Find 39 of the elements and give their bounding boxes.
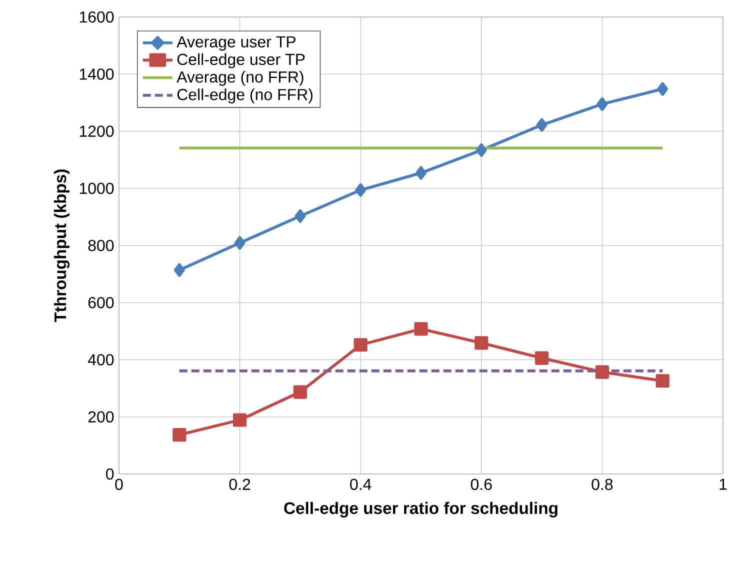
point — [657, 82, 668, 96]
y-tick-label: 400 — [88, 354, 114, 366]
point — [596, 97, 608, 111]
point — [174, 263, 185, 277]
point — [234, 236, 246, 250]
x-tick-label: 0.6 — [470, 478, 492, 490]
y-tick-label: 1600 — [80, 11, 114, 23]
x-tick-label: 1 — [720, 478, 727, 490]
x-tick-label: 0.8 — [592, 478, 613, 490]
point — [534, 351, 549, 365]
legend-label: Average (no FFR) — [176, 70, 304, 86]
x-tick-label: 0.4 — [350, 478, 372, 490]
point — [416, 166, 426, 180]
point — [476, 143, 487, 157]
y-tick-label: 1000 — [80, 182, 114, 194]
x-tick-label: 0.2 — [229, 478, 250, 490]
y-tick-label: 800 — [88, 240, 114, 252]
point — [595, 365, 609, 379]
y-axis-title: Tthroughput (kbps) — [54, 169, 70, 322]
point — [656, 374, 670, 388]
y-tick-label: 1200 — [80, 126, 114, 137]
x-axis-title: Cell-edge user ratio for scheduling — [284, 502, 558, 518]
point — [355, 183, 366, 197]
point — [474, 336, 488, 350]
legend-label: Cell-edge user TP — [177, 53, 305, 68]
y-tick-label: 200 — [88, 411, 114, 423]
legend-label: Average user TP — [176, 36, 296, 51]
point — [536, 118, 548, 132]
y-tick-label: 0 — [106, 468, 114, 480]
legend-label: Cell-edge (no FFR) — [177, 88, 312, 104]
point — [233, 413, 247, 427]
x-tick-label: 0 — [115, 478, 123, 490]
point — [293, 385, 308, 399]
y-tick-label: 600 — [88, 296, 114, 308]
point — [294, 209, 306, 223]
point — [414, 322, 428, 336]
point — [354, 338, 368, 352]
y-tick-label: 1400 — [80, 68, 114, 80]
point — [172, 428, 186, 442]
